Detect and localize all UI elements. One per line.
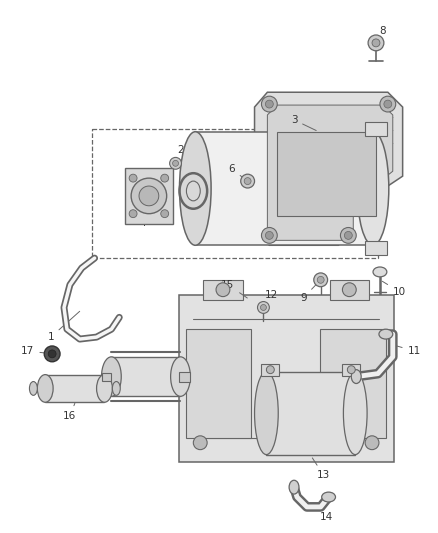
Bar <box>102 373 111 381</box>
Ellipse shape <box>321 492 336 502</box>
Ellipse shape <box>129 209 137 217</box>
Ellipse shape <box>357 132 389 245</box>
Ellipse shape <box>102 357 121 397</box>
Bar <box>365 122 387 136</box>
Ellipse shape <box>244 177 251 184</box>
Bar <box>125 168 173 223</box>
Ellipse shape <box>372 39 380 47</box>
Ellipse shape <box>193 436 207 450</box>
Bar <box>365 241 387 255</box>
Ellipse shape <box>173 160 179 166</box>
Bar <box>266 372 355 455</box>
Bar <box>203 280 243 300</box>
Ellipse shape <box>344 231 352 239</box>
Text: 2: 2 <box>177 144 184 161</box>
Ellipse shape <box>261 228 277 243</box>
Ellipse shape <box>365 436 379 450</box>
Bar <box>111 357 180 397</box>
Ellipse shape <box>258 302 269 313</box>
Ellipse shape <box>161 209 169 217</box>
Text: 9: 9 <box>300 282 319 303</box>
Ellipse shape <box>314 273 328 287</box>
Ellipse shape <box>261 96 277 112</box>
Ellipse shape <box>129 174 137 182</box>
Ellipse shape <box>254 372 278 455</box>
Text: 1: 1 <box>47 311 80 342</box>
Ellipse shape <box>171 357 191 397</box>
Ellipse shape <box>351 370 361 384</box>
Ellipse shape <box>265 100 273 108</box>
Ellipse shape <box>96 375 113 402</box>
Polygon shape <box>267 105 393 240</box>
Bar <box>261 364 279 376</box>
Ellipse shape <box>170 157 181 169</box>
Ellipse shape <box>113 382 120 395</box>
Bar <box>187 329 251 438</box>
Ellipse shape <box>380 96 396 112</box>
Ellipse shape <box>384 100 392 108</box>
Ellipse shape <box>29 382 37 395</box>
Text: 13: 13 <box>312 458 330 480</box>
Ellipse shape <box>44 346 60 362</box>
Text: 4: 4 <box>140 211 148 228</box>
Ellipse shape <box>216 283 230 296</box>
Ellipse shape <box>368 35 384 51</box>
Ellipse shape <box>261 304 266 310</box>
Ellipse shape <box>317 277 324 283</box>
Text: 14: 14 <box>317 507 333 522</box>
Ellipse shape <box>265 231 273 239</box>
Text: 12: 12 <box>265 289 278 305</box>
Ellipse shape <box>343 372 367 455</box>
Bar <box>179 295 394 463</box>
Text: 15: 15 <box>221 280 247 298</box>
Text: 10: 10 <box>382 281 406 297</box>
Ellipse shape <box>373 267 387 277</box>
Bar <box>320 329 386 438</box>
Text: 7: 7 <box>286 144 307 160</box>
Text: 5: 5 <box>195 208 208 224</box>
Ellipse shape <box>289 480 299 494</box>
Ellipse shape <box>266 366 274 374</box>
Bar <box>92 129 378 258</box>
Text: 6: 6 <box>229 164 245 180</box>
Polygon shape <box>254 92 403 245</box>
Text: 16: 16 <box>63 403 77 421</box>
Bar <box>329 280 369 300</box>
Ellipse shape <box>131 178 167 214</box>
Ellipse shape <box>340 228 356 243</box>
Bar <box>343 364 360 376</box>
Ellipse shape <box>379 329 393 339</box>
Bar <box>45 375 105 402</box>
Ellipse shape <box>347 366 355 374</box>
Ellipse shape <box>241 174 254 188</box>
Ellipse shape <box>180 132 211 245</box>
Bar <box>195 132 373 245</box>
Bar <box>277 132 376 216</box>
Ellipse shape <box>343 283 356 296</box>
Ellipse shape <box>161 174 169 182</box>
Ellipse shape <box>48 350 56 358</box>
Ellipse shape <box>37 375 53 402</box>
Ellipse shape <box>139 186 159 206</box>
Text: 8: 8 <box>376 26 386 43</box>
Text: 3: 3 <box>291 115 316 131</box>
Text: 11: 11 <box>392 345 421 356</box>
Bar <box>179 372 191 382</box>
Text: 17: 17 <box>21 346 49 356</box>
